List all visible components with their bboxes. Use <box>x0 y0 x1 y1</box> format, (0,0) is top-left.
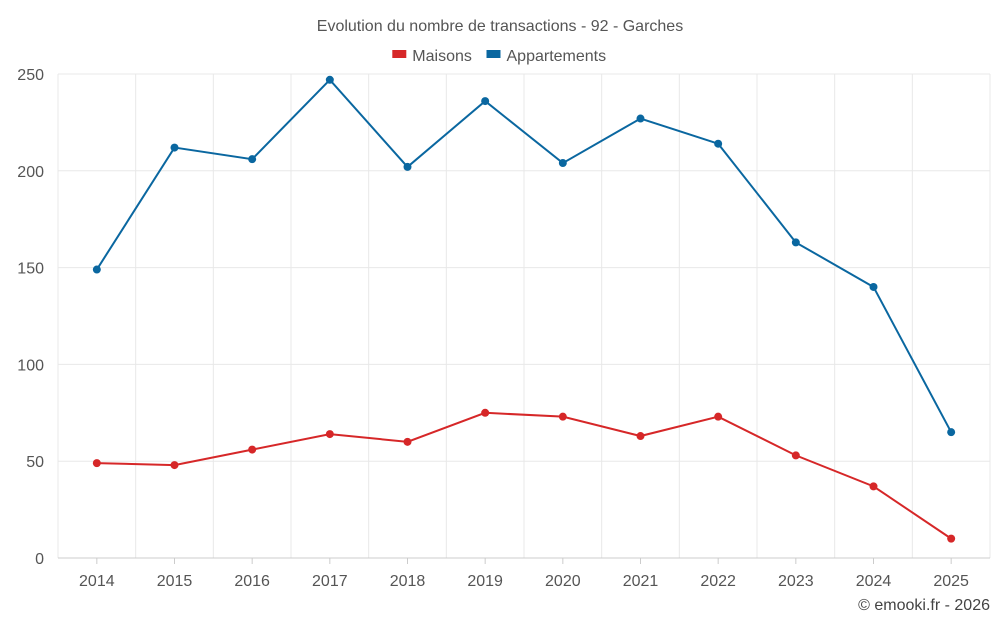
data-point-appartements <box>636 114 645 123</box>
grid <box>57 73 991 559</box>
legend: Maisons Appartements <box>392 48 606 65</box>
data-point-maisons <box>325 430 334 439</box>
x-tick-label: 2018 <box>390 573 426 590</box>
x-tick-label: 2017 <box>312 573 348 590</box>
series-line-appartements <box>95 78 953 433</box>
legend-label-maisons: Maisons <box>412 48 472 65</box>
x-tick-label: 2022 <box>700 573 736 590</box>
legend-swatch-appartements <box>486 50 501 58</box>
data-point-maisons <box>714 412 723 421</box>
data-point-maisons <box>403 437 412 446</box>
credit-text: © emooki.fr - 2026 <box>858 597 990 614</box>
series-line-maisons <box>96 411 952 540</box>
chart-title: Evolution du nombre de transactions - 92… <box>317 18 683 35</box>
data-point-appartements <box>791 238 800 247</box>
data-point-appartements <box>481 97 490 106</box>
data-point-appartements <box>714 139 723 148</box>
data-point-appartements <box>325 75 334 84</box>
series-group <box>92 75 956 543</box>
data-point-maisons <box>791 451 800 460</box>
data-point-maisons <box>481 408 490 417</box>
data-point-appartements <box>403 162 412 171</box>
y-axis: 0 50 100 150 200 250 <box>17 67 44 568</box>
data-point-appartements <box>170 143 179 152</box>
x-tick-label: 2024 <box>856 573 892 590</box>
data-point-appartements <box>92 265 101 274</box>
data-point-maisons <box>170 461 179 470</box>
x-tick-label: 2019 <box>467 573 503 590</box>
data-point-appartements <box>558 159 567 168</box>
legend-swatch-maisons <box>392 50 407 58</box>
y-tick-label: 200 <box>17 164 44 181</box>
data-point-appartements <box>248 155 257 164</box>
data-point-maisons <box>248 445 257 454</box>
data-point-appartements <box>869 282 878 291</box>
series-appartements <box>92 75 956 437</box>
x-axis: 2014 2015 2016 2017 2018 2019 2020 2021 2022 2023… <box>79 558 969 590</box>
legend-label-appartements: Appartements <box>507 48 607 65</box>
data-point-appartements <box>947 428 956 437</box>
y-tick-label: 250 <box>17 67 44 84</box>
y-tick-label: 50 <box>26 454 44 471</box>
x-tick-label: 2025 <box>933 573 969 590</box>
x-tick-label: 2023 <box>778 573 814 590</box>
y-tick-label: 150 <box>17 261 44 278</box>
y-tick-label: 100 <box>17 357 44 374</box>
data-point-maisons <box>558 412 567 421</box>
x-tick-label: 2020 <box>545 573 581 590</box>
x-tick-label: 2016 <box>234 573 270 590</box>
data-point-maisons <box>869 482 878 491</box>
x-tick-label: 2021 <box>623 573 659 590</box>
y-tick-label: 0 <box>35 551 44 568</box>
x-tick-label: 2015 <box>157 573 193 590</box>
series-maisons <box>92 408 956 543</box>
x-tick-label: 2014 <box>79 573 115 590</box>
data-point-maisons <box>947 534 956 543</box>
data-point-maisons <box>92 459 101 468</box>
data-point-maisons <box>636 432 645 441</box>
